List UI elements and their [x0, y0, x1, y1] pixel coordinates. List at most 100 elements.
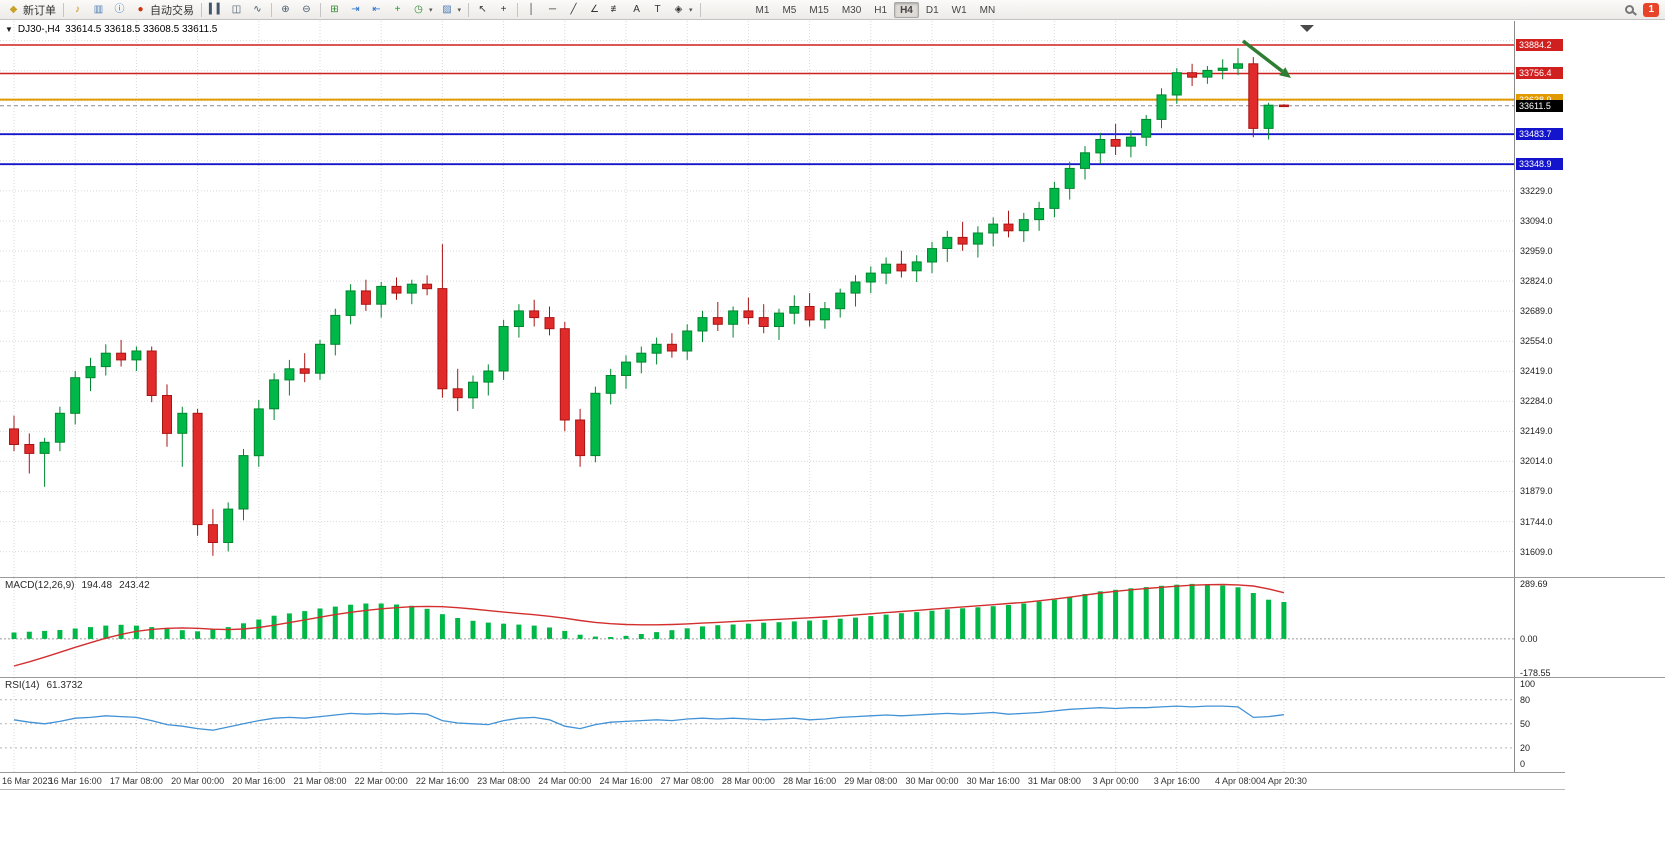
rsi-line	[13, 705, 1284, 731]
price-tick-label: 32149.0	[1520, 426, 1553, 436]
chart-plot	[0, 21, 1514, 577]
time-axis-label: 22 Mar 16:00	[415, 776, 469, 786]
toolbar-separator	[201, 2, 202, 17]
chart-window-button[interactable]: ▥	[88, 1, 109, 19]
macd-value-main: 194.48	[81, 580, 113, 591]
timeframe-d1[interactable]: D1	[925, 4, 939, 16]
new-order-icon: ◆	[9, 4, 18, 15]
time-axis-label: 16 Mar 2023	[2, 776, 53, 786]
channel-icon: ∠	[590, 4, 600, 15]
chart-shift-button[interactable]: ⇤	[366, 1, 387, 19]
price-tick-label: 31879.0	[1520, 486, 1553, 496]
macd-tick-label: 0.00	[1520, 634, 1538, 644]
price-tick-label: 31609.0	[1520, 547, 1553, 557]
horizontal-line-icon: ─	[548, 4, 557, 15]
chart-shift-marker[interactable]	[1300, 25, 1314, 32]
label-button[interactable]: T	[647, 1, 668, 19]
templates-button[interactable]: ▨ ▾	[437, 1, 466, 19]
fibonacci-button[interactable]: ≢	[605, 1, 626, 19]
shapes-button[interactable]: ◈ ▾	[668, 1, 697, 19]
time-axis-label: 24 Mar 16:00	[599, 776, 653, 786]
timeframe-w1[interactable]: W1	[951, 4, 967, 16]
zoom-in-icon: ⊕	[281, 4, 290, 15]
zoom-out-button[interactable]: ⊖	[296, 1, 317, 19]
auto-scroll-button[interactable]: ⇥	[345, 1, 366, 19]
info-button[interactable]: ⓘ	[109, 1, 130, 19]
grid-lines	[13, 578, 1285, 677]
timeframe-h1[interactable]: H1	[874, 4, 888, 16]
grid-lines	[13, 678, 1285, 772]
rsi-tick-label: 20	[1520, 743, 1531, 753]
clock-icon: ◷	[414, 4, 423, 15]
price-tick-label: 33229.0	[1520, 186, 1553, 196]
autotrading-icon: ●	[137, 4, 144, 15]
hline-price-label: 33348.9	[1516, 158, 1563, 170]
chart-window: ▼ DJ30-,H4 33614.5 33618.5 33608.5 33611…	[0, 21, 1665, 790]
line-chart-button[interactable]: ∿	[247, 1, 268, 19]
macd-tick-label: -178.55	[1520, 668, 1551, 678]
price-tick-label: 32419.0	[1520, 366, 1553, 376]
timeframe-mn[interactable]: MN	[979, 4, 996, 16]
time-axis: 16 Mar 2023 16 Mar 16:00 17 Mar 08:00 20 Ma…	[0, 772, 1565, 790]
timeframe-m5[interactable]: M5	[782, 4, 797, 16]
time-axis-label: 22 Mar 00:00	[354, 776, 408, 786]
line-chart-icon: ∿	[253, 4, 262, 15]
one-click-trading-toggle[interactable]: ▼	[5, 25, 13, 34]
text-label-icon: T	[654, 4, 661, 15]
macd-panel: MACD(12,26,9) 194.48 243.42 289.69 0.00 -1…	[0, 577, 1665, 678]
macd-value-signal: 243.42	[119, 580, 150, 591]
autotrading-button[interactable]: ● 自动交易	[130, 1, 198, 19]
timeframe-m1[interactable]: M1	[755, 4, 770, 16]
template-icon: ▨	[442, 4, 452, 15]
notification-badge[interactable]: 1	[1643, 2, 1659, 17]
bar-chart-icon: ▍▍	[209, 4, 225, 15]
price-tick-label: 32014.0	[1520, 456, 1553, 466]
horizontal-line-button[interactable]: ─	[542, 1, 563, 19]
text-button[interactable]: A	[626, 1, 647, 19]
zoom-in-button[interactable]: ⊕	[275, 1, 296, 19]
timeframe-h4[interactable]: H4	[894, 1, 919, 18]
toolbar-separator	[320, 2, 321, 17]
time-axis-label: 24 Mar 00:00	[538, 776, 592, 786]
price-tick-label: 32824.0	[1520, 276, 1553, 286]
period-button[interactable]: ◷ ▾	[408, 1, 437, 19]
timeframe-m15[interactable]: M15	[809, 4, 829, 16]
price-tick-label: 32959.0	[1520, 246, 1553, 256]
cursor-button[interactable]: ↖	[472, 1, 493, 19]
new-chart-button[interactable]: ⊞	[324, 1, 345, 19]
arrow-annotation[interactable]	[1241, 39, 1291, 78]
trendline-icon: ╱	[570, 4, 577, 15]
search-icon[interactable]	[1625, 5, 1635, 14]
rsi-label: RSI(14)	[5, 680, 40, 691]
macd-signal-line	[13, 583, 1285, 667]
time-axis-label: 30 Mar 16:00	[966, 776, 1020, 786]
channel-button[interactable]: ∠	[584, 1, 605, 19]
time-axis-label: 27 Mar 08:00	[660, 776, 714, 786]
indicators-button[interactable]: +	[387, 1, 408, 19]
caret-down-icon: ▾	[429, 6, 433, 14]
sound-button[interactable]: ♪	[67, 1, 88, 19]
grid-lines	[0, 21, 1514, 577]
trendline-button[interactable]: ╱	[563, 1, 584, 19]
time-axis-label: 31 Mar 08:00	[1027, 776, 1081, 786]
main-chart-panel: ▼ DJ30-,H4 33614.5 33618.5 33608.5 33611…	[0, 21, 1665, 577]
macd-histogram	[11, 583, 1287, 639]
cursor-icon: ↖	[478, 4, 487, 15]
timeframe-m30[interactable]: M30	[841, 4, 862, 16]
crosshair-icon: +	[500, 4, 507, 15]
autotrading-button-label: 自动交易	[150, 4, 194, 17]
crosshair-button[interactable]: +	[493, 1, 514, 19]
candlestick-button[interactable]: ◫	[226, 1, 247, 19]
macd-tick-label: 289.69	[1520, 579, 1548, 589]
bar-chart-button[interactable]: ▍▍	[205, 1, 226, 19]
vertical-line-button[interactable]: │	[521, 1, 542, 19]
time-axis-label: 3 Apr 16:00	[1153, 776, 1200, 786]
price-tick-label: 32284.0	[1520, 396, 1553, 406]
toolbar: ◆ 新订单 ♪ ▥ ⓘ ● 自动交易 ▍▍ ◫ ∿ ⊕ ⊖ ⊞ ⇥ ⇤ + ◷ ▾ ▨ ▾ ↖ + │ ─ ╱ ∠ ≢ A T ◈ ▾ M1 M…	[0, 0, 1665, 20]
time-axis-label: 28 Mar 16:00	[783, 776, 837, 786]
price-tick-label: 33094.0	[1520, 216, 1553, 226]
new-order-button[interactable]: ◆ 新订单	[3, 1, 60, 19]
rsi-axis: 100 80 50 20 0	[1514, 678, 1665, 772]
time-axis-label: 17 Mar 08:00	[109, 776, 163, 786]
rsi-header: RSI(14) 61.3732	[5, 680, 83, 691]
